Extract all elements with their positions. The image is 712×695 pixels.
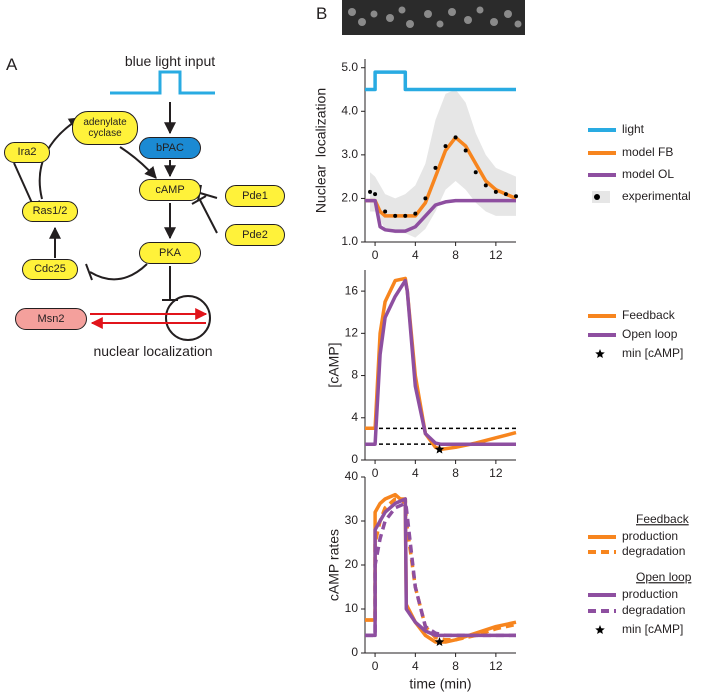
legend-swatch [595,349,605,358]
x-tick-label: 0 [372,466,379,480]
node: Msn2 [15,308,87,330]
node: Ira2 [4,142,50,163]
y-tick-label: 8 [351,368,358,382]
data-point [443,144,448,149]
data-point [514,194,518,199]
data-point [463,148,468,153]
node: PKA [139,242,201,264]
x-tick-label: 0 [372,659,379,673]
panel-label: B [316,4,328,23]
legend-swatch [592,191,610,203]
legend-label: Feedback [622,308,676,322]
x-tick-label: 4 [412,466,419,480]
node: Ras1/2 [22,201,78,222]
data-point [393,213,398,218]
data-point [433,165,438,170]
y-axis-label: cAMP rates [326,529,342,601]
star-marker [434,637,445,646]
output-label: nuclear localization [93,343,213,359]
y-tick-label: 40 [345,469,359,483]
data-point [453,135,458,140]
y-tick-label: 4 [351,410,358,424]
y-tick-label: 5.0 [341,60,358,74]
y-tick-label: 3.0 [341,147,358,161]
legend-label: degradation [622,544,685,558]
legend-label: min [cAMP] [622,346,683,360]
data-point [413,211,418,216]
legend-label: experimental [622,189,691,203]
data-point [493,189,498,194]
legend-header: Feedback [636,512,690,526]
x-axis-label: time (min) [409,676,471,692]
legend-label: light [622,122,645,136]
node: Pde1 [225,185,285,207]
legend-label: production [622,587,678,601]
y-tick-label: 10 [345,601,359,615]
series-line [365,501,516,638]
data-point [368,189,373,194]
y-tick-label: 2.0 [341,191,358,205]
node: cAMP [139,179,201,201]
y-tick-label: 16 [345,283,359,297]
star-marker [434,444,445,454]
series-line [365,497,516,638]
microscopy-strip [342,0,525,35]
x-tick-label: 12 [489,248,503,262]
input-label: blue light input [124,53,216,69]
x-tick-label: 4 [412,659,419,673]
series-line [365,276,517,452]
data-point [383,209,388,214]
series-line [365,70,516,92]
y-tick-label: 12 [345,326,359,340]
data-point [373,192,378,197]
node: bPAC [139,137,201,159]
data-point [483,183,488,188]
series-line [365,135,517,218]
y-axis-label: [cAMP] [326,342,342,387]
data-point [473,170,478,175]
y-tick-label: 30 [345,513,359,527]
legend-label: model FB [622,145,673,159]
y-axis-label: Nuclear localization [313,88,329,213]
y-tick-label: 0 [351,452,358,466]
y-tick-label: 0 [351,645,358,659]
legend-swatch [594,194,600,200]
node: adenylate cyclase [72,111,138,145]
series-line [365,278,516,446]
y-tick-label: 4.0 [341,103,358,117]
x-tick-label: 12 [489,659,503,673]
legend-label: production [622,529,678,543]
y-tick-label: 20 [345,557,359,571]
legend-header: Open loop [636,570,692,584]
y-tick-label: 1.0 [341,234,358,248]
legend-swatch [595,625,605,634]
legend-label: degradation [622,603,685,617]
legend-label: Open loop [622,327,678,341]
data-point [423,196,428,201]
node: Pde2 [225,224,285,246]
x-tick-label: 8 [452,466,459,480]
x-tick-label: 12 [489,466,503,480]
x-tick-label: 8 [452,659,459,673]
data-point [403,213,408,218]
x-tick-label: 4 [412,248,419,262]
x-tick-label: 0 [372,248,379,262]
legend-label: min [cAMP] [622,622,683,636]
series-line [365,198,516,233]
data-point [503,192,508,197]
panel-label: A [6,55,18,74]
x-tick-label: 8 [452,248,459,262]
node: Cdc25 [22,259,78,280]
series-line [365,497,517,642]
legend-label: model OL [622,167,674,181]
